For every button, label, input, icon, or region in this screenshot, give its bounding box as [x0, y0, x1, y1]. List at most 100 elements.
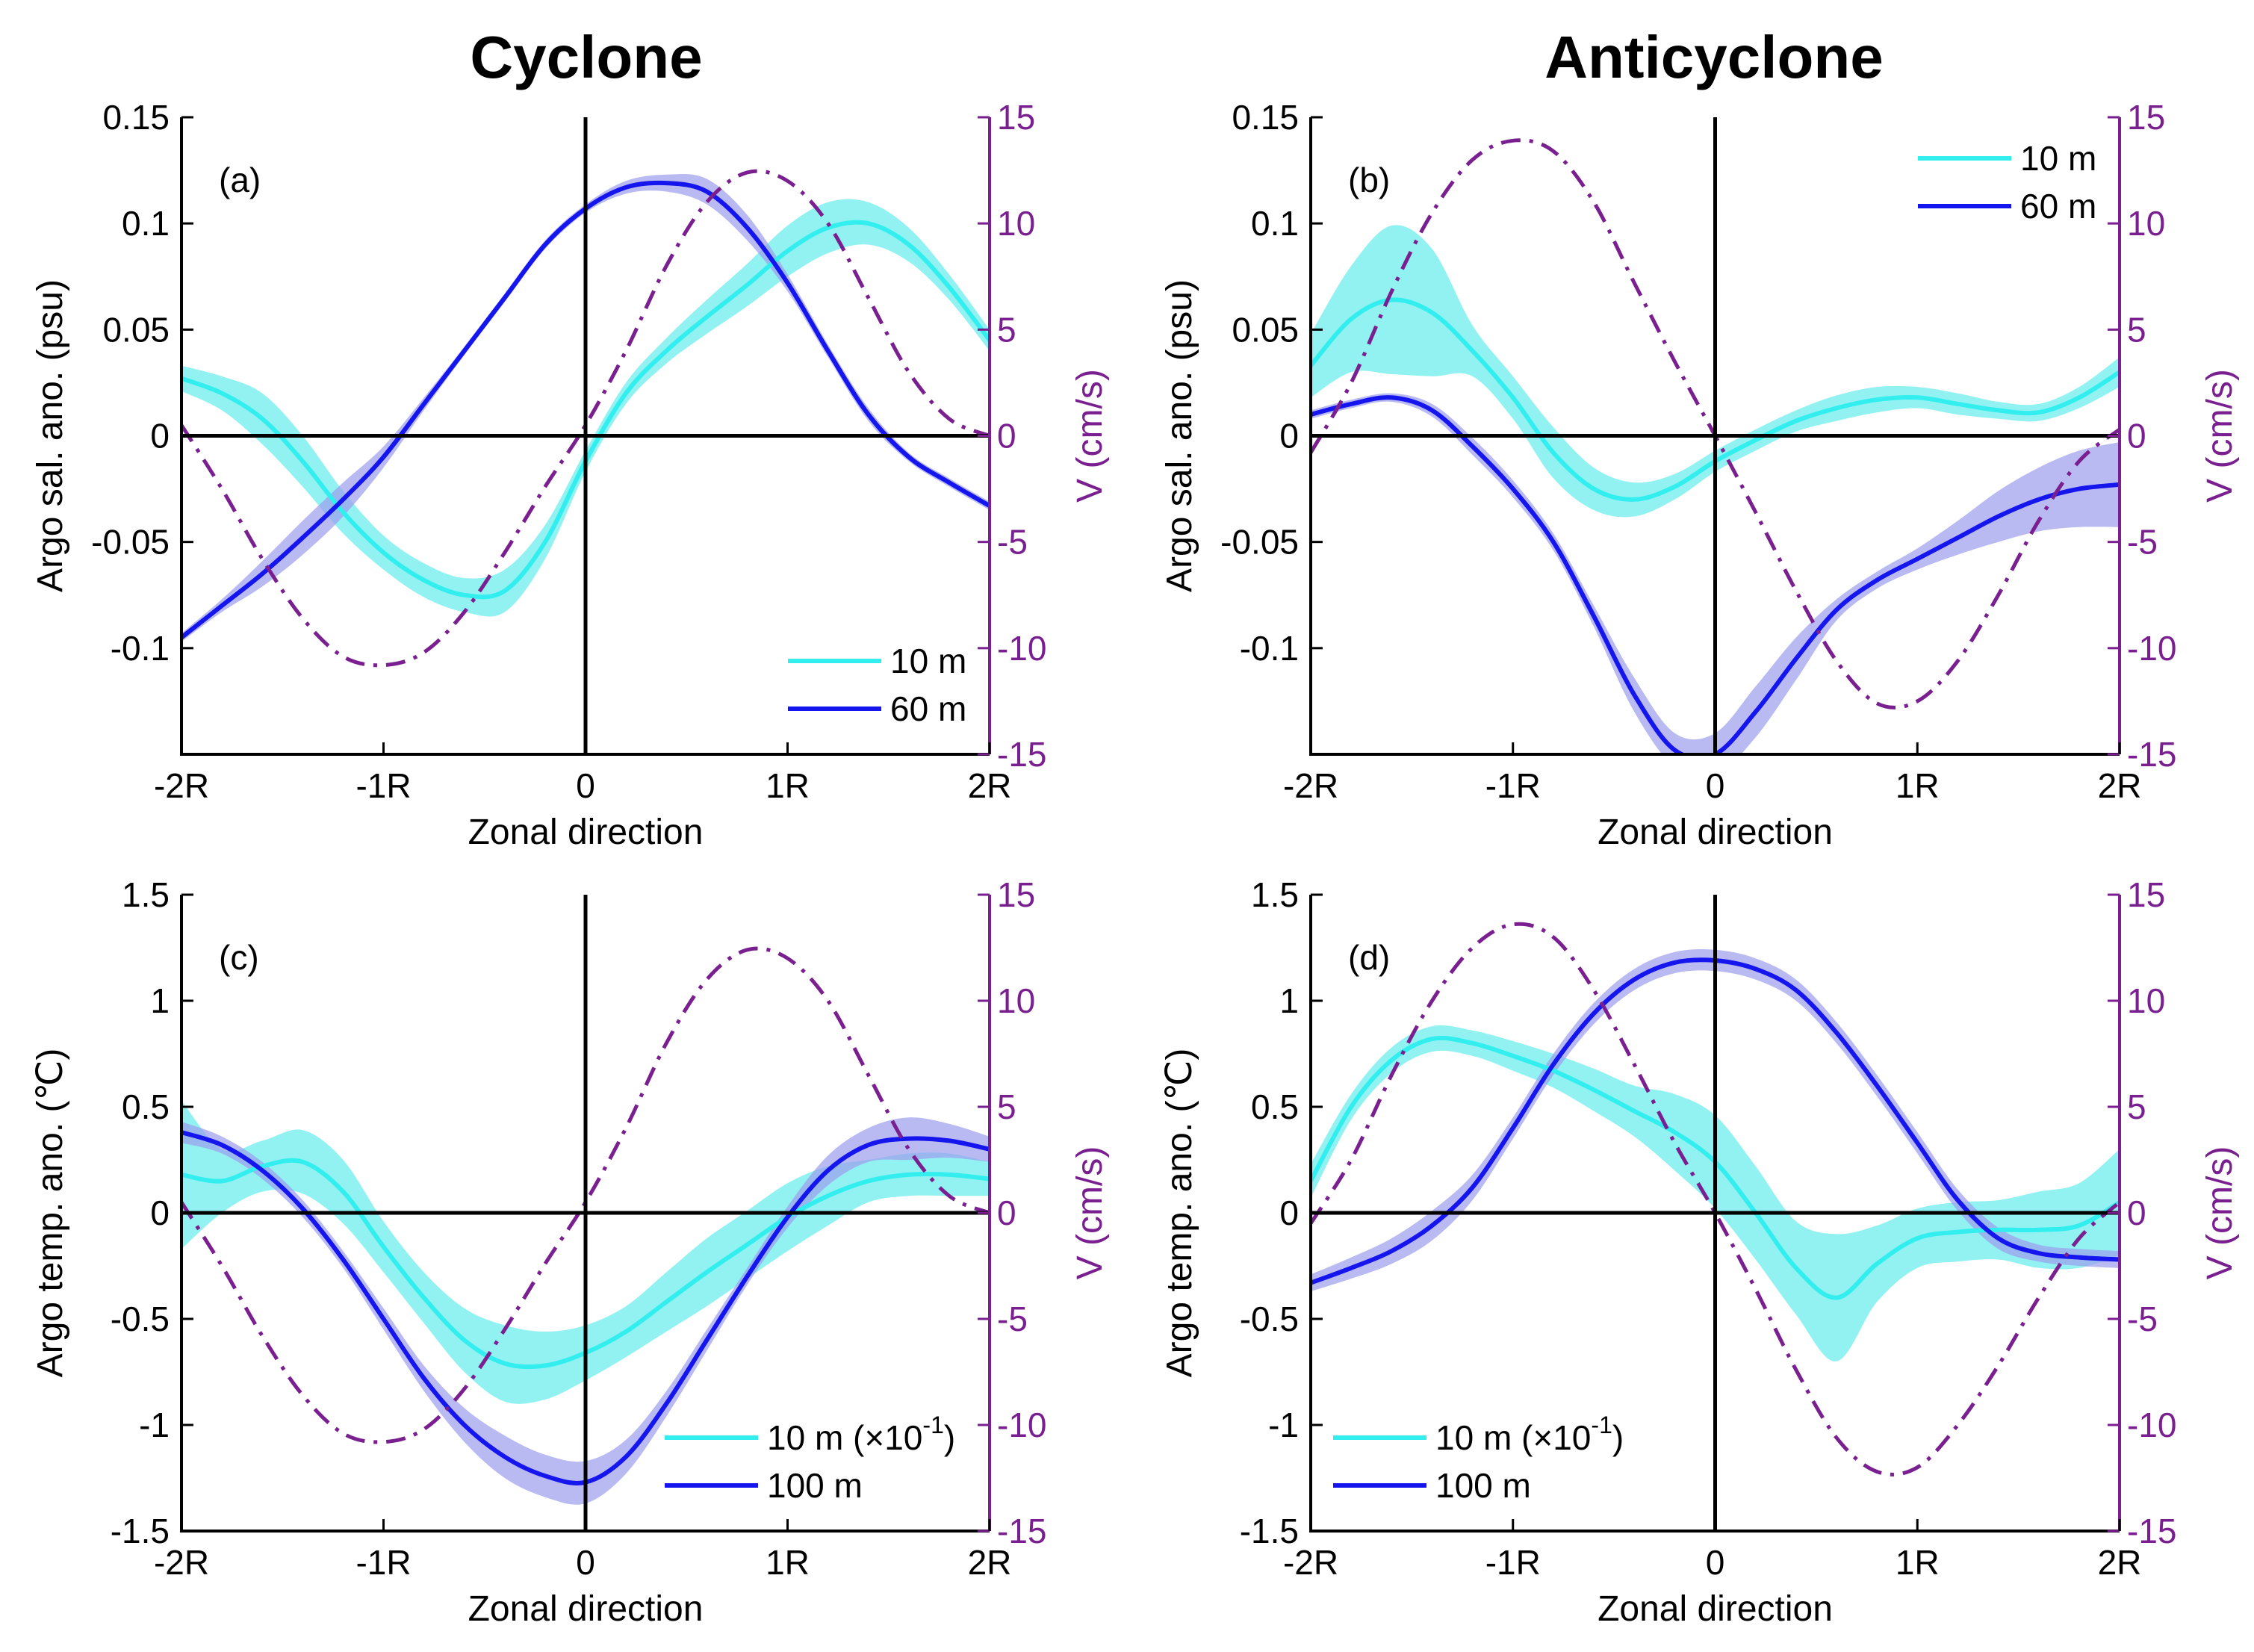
series-line-v: [181, 946, 990, 1444]
x-tick-label: 0: [1706, 1543, 1725, 1582]
y2-tick-label: -5: [997, 1299, 1028, 1338]
series-line-60-m: [181, 180, 990, 639]
y-tick-label: 1: [1279, 981, 1299, 1020]
y-tick-label: -0.05: [1220, 523, 1299, 562]
x-tick-label: 1R: [1896, 766, 1940, 805]
x-tick-label: 2R: [2098, 1543, 2142, 1582]
y2-tick-label: -5: [2127, 1299, 2158, 1338]
y-tick-label: 0: [150, 1193, 170, 1232]
y2-tick-label: 0: [997, 417, 1016, 456]
y-tick-label: 0.1: [122, 204, 170, 243]
y2-tick-label: -10: [2127, 1406, 2176, 1444]
y2-tick-label: 0: [2127, 1193, 2146, 1232]
legend-label: 60 m: [890, 689, 966, 728]
band-10-m: [181, 199, 990, 617]
panel-label: (a): [219, 161, 261, 199]
y2-tick-label: -15: [2127, 1512, 2176, 1550]
y-tick-label: -0.5: [1240, 1299, 1299, 1338]
legend: 10 m (×10-1) 100 m: [1333, 1412, 1624, 1505]
x-tick-label: -2R: [1283, 1543, 1338, 1582]
x-tick-label: -1R: [1485, 1543, 1541, 1582]
x-axis-label: Zonal direction: [1598, 813, 1833, 852]
y2-tick-label: -15: [997, 735, 1046, 774]
panel-b: 0.15 0.1 0.05 0 -0.05 -0.1 15 10 5 0 -5 -10 -15 -2R -1…: [1160, 98, 2240, 852]
y-tick-label: -0.1: [1240, 629, 1299, 668]
y2-tick-label: 5: [997, 310, 1016, 349]
legend: 10 m 60 m: [788, 642, 966, 728]
x-tick-label: 1R: [1896, 1543, 1940, 1582]
legend: 10 m (×10-1) 100 m: [665, 1412, 955, 1505]
x-tick-label: 1R: [766, 766, 810, 805]
panel-c: 1.5 1 0.5 0 -0.5 -1 -1.5 15 10 5 0 -5 -10 -15 -2R -1R 0 1…: [31, 875, 1110, 1629]
y2-axis-label: V (cm/s): [2200, 1146, 2240, 1280]
y-tick-label: 0.15: [102, 98, 170, 137]
legend: 10 m 60 m: [1918, 139, 2096, 226]
legend-label: 10 m (×10-1): [767, 1412, 955, 1457]
series-line-100-m: [181, 1130, 990, 1485]
x-tick-label: 2R: [2098, 766, 2142, 805]
y-tick-label: 0.15: [1232, 98, 1299, 137]
x-tick-label: 1R: [766, 1543, 810, 1582]
legend-label: 60 m: [2020, 187, 2096, 226]
y-axis-label: Argo temp. ano. (℃): [31, 1049, 70, 1378]
x-tick-label: 0: [576, 1543, 595, 1582]
y-tick-label: 0.5: [1251, 1087, 1299, 1126]
y2-tick-label: 15: [2127, 875, 2165, 914]
x-axis-label: Zonal direction: [468, 1589, 704, 1629]
legend-label: 100 m: [1435, 1466, 1531, 1505]
x-tick-label: -2R: [154, 1543, 209, 1582]
legend-label: 100 m: [767, 1466, 863, 1505]
y-axis-label: Argo sal. ano. (psu): [1160, 279, 1199, 592]
y2-tick-label: 5: [2127, 310, 2146, 349]
series-line-10-m: [1311, 297, 2120, 502]
legend-label-superscript: -1: [1591, 1412, 1612, 1438]
y2-tick-label: 10: [2127, 981, 2165, 1020]
x-tick-label: 2R: [968, 1543, 1012, 1582]
y2-tick-label: -5: [997, 523, 1028, 562]
y-tick-label: 1.5: [122, 875, 170, 914]
x-tick-label: -2R: [154, 766, 209, 805]
title-anticyclone: Anticyclone: [1544, 24, 1883, 90]
panel-a: 0.15 0.1 0.05 0 -0.05 -0.1 15 10 5 0 -5 -10 -15 -2R -1…: [31, 98, 1110, 852]
y2-tick-label: -5: [2127, 523, 2158, 562]
y-tick-label: 0.1: [1251, 204, 1299, 243]
panel-label: (b): [1348, 161, 1390, 199]
y2-tick-label: 5: [997, 1087, 1016, 1126]
legend-label: 10 m (×10-1): [1435, 1412, 1624, 1457]
y2-axis-label: V (cm/s): [1070, 369, 1110, 503]
x-tick-label: 0: [576, 766, 595, 805]
legend-label: 10 m: [890, 642, 966, 680]
y-tick-label: 0.5: [122, 1087, 170, 1126]
y-tick-label: -1: [139, 1406, 170, 1444]
y2-tick-label: -10: [997, 1406, 1046, 1444]
band-100-m: [1311, 948, 2120, 1292]
panel-label: (c): [219, 938, 259, 977]
y2-tick-label: -15: [2127, 735, 2176, 774]
x-tick-label: -2R: [1283, 766, 1338, 805]
x-axis-label: Zonal direction: [468, 813, 704, 852]
y2-tick-label: -10: [2127, 629, 2176, 668]
y2-tick-label: 15: [997, 875, 1035, 914]
legend-label-close: ): [944, 1418, 955, 1457]
y-tick-label: 0: [1279, 1193, 1299, 1232]
y-tick-label: -1: [1268, 1406, 1299, 1444]
y-tick-label: 1.5: [1251, 875, 1299, 914]
y-tick-label: 0: [150, 417, 170, 456]
y-tick-label: 0: [1279, 417, 1299, 456]
y2-tick-label: 10: [997, 981, 1035, 1020]
y-tick-label: 0.05: [102, 310, 170, 349]
y-tick-label: -1.5: [111, 1512, 170, 1550]
band-60-m: [181, 173, 990, 642]
y-tick-label: -1.5: [1240, 1512, 1299, 1550]
y-axis-label: Argo temp. ano. (℃): [1160, 1049, 1199, 1378]
legend-label-text: 10 m (×10: [767, 1418, 922, 1457]
band-60-m: [1311, 393, 2120, 754]
y2-tick-label: 5: [2127, 1087, 2146, 1126]
x-tick-label: -1R: [356, 766, 411, 805]
y2-tick-label: 10: [997, 204, 1035, 243]
panel-label: (d): [1348, 938, 1390, 977]
x-axis-label: Zonal direction: [1598, 1589, 1833, 1629]
y-axis-label: Argo sal. ano. (psu): [31, 279, 70, 592]
